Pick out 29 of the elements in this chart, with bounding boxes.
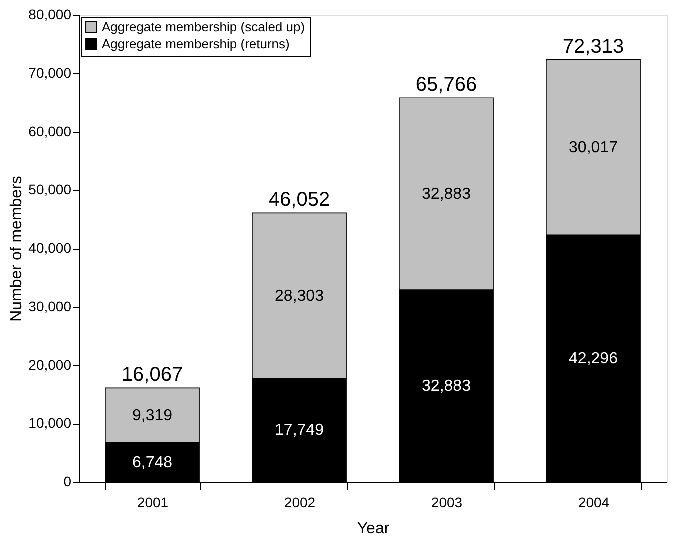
- y-tick-label: 20,000: [28, 356, 72, 373]
- data-label: 42,296: [569, 350, 618, 368]
- y-tick-label: 40,000: [28, 240, 72, 256]
- data-label: 17,749: [275, 422, 324, 440]
- y-tick-label: 10,000: [28, 415, 72, 432]
- y-tick-label: 30,000: [28, 298, 72, 314]
- data-label: 32,883: [422, 186, 472, 204]
- x-tick-label: 2002: [284, 494, 316, 510]
- y-tick-label: 50,000: [28, 182, 72, 198]
- y-axis-title: Number of members: [8, 176, 26, 322]
- x-tick-label: 2003: [431, 494, 463, 510]
- legend-label: Aggregate membership (returns): [102, 36, 290, 52]
- y-tick-label: 0: [64, 474, 72, 490]
- data-label: 9,319: [132, 407, 173, 424]
- x-tick-label: 2001: [137, 494, 169, 510]
- total-label: 46,052: [268, 189, 330, 212]
- x-axis-title: Year: [357, 520, 390, 538]
- data-label: 32,883: [422, 378, 472, 396]
- x-tick-label: 2004: [578, 494, 610, 510]
- y-tick-label: 70,000: [28, 64, 72, 81]
- total-label: 16,067: [122, 364, 184, 386]
- data-label: 30,017: [569, 139, 618, 156]
- data-label: 28,303: [275, 288, 324, 305]
- total-label: 65,766: [416, 74, 478, 96]
- y-tick-label: 80,000: [28, 6, 72, 22]
- total-label: 72,313: [562, 36, 624, 58]
- data-label: 6,748: [132, 454, 173, 472]
- y-tick-label: 60,000: [28, 123, 72, 140]
- legend-label: Aggregate membership (scaled up): [102, 20, 306, 34]
